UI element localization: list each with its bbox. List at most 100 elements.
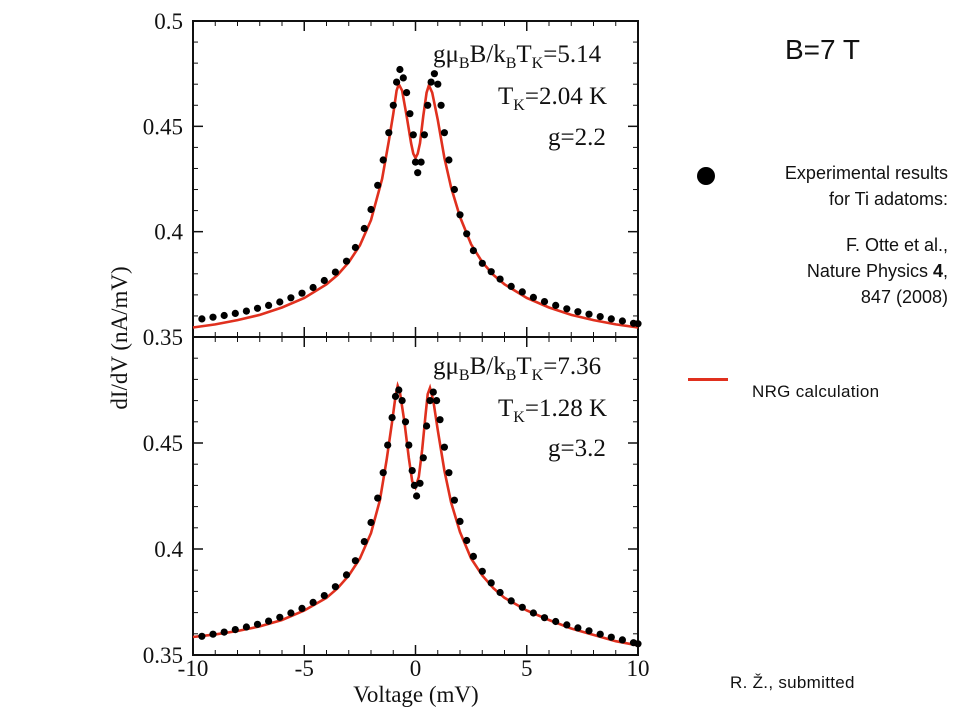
bottom-data-point xyxy=(419,454,427,462)
bottom-data-point xyxy=(287,609,295,617)
bottom-data-point xyxy=(618,636,627,644)
top-data-point xyxy=(331,268,339,276)
top-ytick-label: 0.4 xyxy=(154,220,183,245)
bottom-ratio-label: gμBB/kBTK=7.36 xyxy=(433,353,601,384)
top-data-point xyxy=(374,181,382,189)
bottom-data-point xyxy=(410,481,418,489)
top-data-point xyxy=(552,301,560,309)
top-data-point xyxy=(287,294,295,302)
top-data-point xyxy=(607,315,615,323)
top-data-point xyxy=(351,243,359,252)
chart-figure: 0.50.450.40.35 gμBB/kBTK=5.14 TK=2.04 K … xyxy=(107,9,650,707)
top-panel-frame xyxy=(192,20,639,338)
top-data-point xyxy=(618,317,627,325)
bottom-data-point xyxy=(242,623,250,631)
nrg-legend: NRG calculation xyxy=(752,382,880,401)
top-ytick-label: 0.5 xyxy=(154,9,183,34)
citation-line2: Nature Physics 4, xyxy=(806,261,948,281)
bottom-data-point xyxy=(596,630,604,638)
field-title: B=7 T xyxy=(785,34,860,65)
bottom-panel: 0.45 0.4 0.35 -10 -5 0 5 10 gμBB/kBTK=7.36 TK=… xyxy=(143,336,650,681)
bottom-data-point xyxy=(253,620,262,628)
bottom-data-point xyxy=(398,397,406,405)
top-data-point xyxy=(574,308,582,316)
top-data-point xyxy=(411,158,420,166)
experiment-legend: Experimental results for Ti adatoms: xyxy=(785,160,948,212)
top-data-point xyxy=(417,158,425,166)
bottom-data-point xyxy=(540,614,549,622)
bottom-data-point xyxy=(436,416,444,424)
y-axis-title: dI/dV (nA/mV) xyxy=(107,266,132,409)
top-data-point xyxy=(529,293,538,301)
bottom-data-point xyxy=(563,621,571,629)
top-data-point xyxy=(563,305,571,313)
bottom-data-point xyxy=(360,538,368,546)
bottom-g-label: g=3.2 xyxy=(548,435,606,462)
bottom-data-point xyxy=(574,624,582,632)
top-data-point xyxy=(463,230,471,238)
bottom-data-point xyxy=(450,496,458,504)
bottom-annotation: gμBB/kBTK=7.36 TK=1.28 K g=3.2 xyxy=(433,353,607,462)
bottom-data-point xyxy=(388,414,396,422)
top-data-point xyxy=(478,259,486,267)
top-data-point xyxy=(385,129,393,137)
nrg-legend-line xyxy=(688,378,728,381)
top-data-point xyxy=(198,315,206,323)
bottom-data-point xyxy=(391,392,400,400)
bottom-data-point xyxy=(384,441,392,449)
bottom-data-point xyxy=(265,617,273,625)
top-data-point xyxy=(518,288,526,296)
bottom-data-point xyxy=(463,536,471,545)
bottom-data-point xyxy=(351,557,359,565)
bottom-xtick-label: 0 xyxy=(410,656,422,681)
citation-line3: 847 (2008) xyxy=(860,287,948,307)
top-data-point xyxy=(298,289,306,297)
bottom-data-point xyxy=(433,397,441,405)
top-data-point xyxy=(399,74,407,82)
top-data-point xyxy=(220,311,228,320)
bottom-data-point xyxy=(529,609,538,617)
bottom-data-point xyxy=(367,518,375,527)
bottom-data-point xyxy=(416,479,424,487)
top-data-point xyxy=(403,89,411,97)
bottom-data-point xyxy=(209,630,217,638)
top-data-point xyxy=(276,298,284,306)
citation: F. Otte et al., Nature Physics 4, 847 (2… xyxy=(807,232,948,310)
top-ratio-label: gμBB/kBTK=5.14 xyxy=(433,41,602,72)
bottom-data-point xyxy=(487,579,495,587)
experiment-legend-line1: Experimental results xyxy=(784,163,948,183)
top-data-point xyxy=(231,309,239,317)
top-data-point xyxy=(487,268,495,276)
bottom-data-point xyxy=(585,627,593,635)
top-annotation: gμBB/kBTK=5.14 TK=2.04 K g=2.2 xyxy=(433,41,607,151)
bottom-data-point xyxy=(331,583,339,591)
bottom-data-point xyxy=(552,617,560,626)
bottom-xtick-label: 10 xyxy=(627,656,650,681)
credit-note: R. Ž., submitted xyxy=(730,673,855,692)
top-data-point xyxy=(379,156,387,164)
bottom-data-point xyxy=(469,552,477,561)
top-data-point xyxy=(596,313,604,321)
top-ytick-label: 0.45 xyxy=(143,114,183,139)
bottom-data-point xyxy=(445,469,453,477)
bottom-data-point xyxy=(198,632,206,640)
top-data-point xyxy=(393,78,401,86)
top-data-point xyxy=(409,131,417,139)
bottom-data-point xyxy=(374,494,382,502)
bottom-data-point xyxy=(401,418,410,426)
top-data-point xyxy=(396,65,404,74)
bottom-xtick-label: -10 xyxy=(178,656,209,681)
bottom-ytick-label: 0.4 xyxy=(154,537,183,562)
bottom-xtick-label: 5 xyxy=(521,656,533,681)
experiment-legend-line2: for Ti adatoms: xyxy=(828,189,948,209)
top-data-point xyxy=(367,205,375,214)
top-data-point xyxy=(209,313,217,321)
bottom-data-point xyxy=(496,588,504,597)
top-data-point xyxy=(420,131,428,139)
bottom-data-point xyxy=(379,469,387,477)
bottom-data-point xyxy=(429,388,437,396)
top-data-point xyxy=(427,78,435,86)
top-data-point xyxy=(585,310,593,318)
bottom-data-point xyxy=(423,422,431,430)
bottom-data-point xyxy=(634,640,642,648)
